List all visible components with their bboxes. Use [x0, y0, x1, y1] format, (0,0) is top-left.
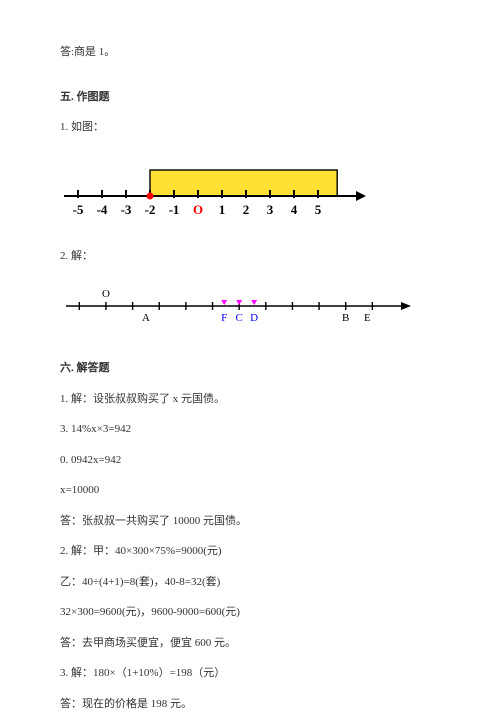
- q2-label: 2. 解：: [60, 248, 440, 265]
- svg-text:D: D: [250, 312, 258, 324]
- solution-line: 答：现在的价格是 198 元。: [60, 696, 440, 712]
- svg-text:2: 2: [243, 202, 250, 217]
- svg-text:5: 5: [315, 202, 322, 217]
- svg-text:B: B: [342, 312, 349, 324]
- solution-line: 答：去甲商场买便宜，便宜 600 元。: [60, 635, 440, 652]
- svg-text:3: 3: [267, 202, 274, 217]
- svg-text:-3: -3: [121, 202, 132, 217]
- q1-label: 1. 如图：: [60, 119, 440, 136]
- section5-title: 五. 作图题: [60, 89, 440, 106]
- numberline-1: -5 -4 -3 -2 -1 O 1 2 3 4 5: [60, 154, 370, 226]
- svg-text:E: E: [364, 312, 371, 324]
- svg-text:-5: -5: [73, 202, 84, 217]
- figure-2: O A FCD B E: [60, 282, 440, 332]
- solution-line: 0. 0942x=942: [60, 452, 440, 469]
- svg-text:-1: -1: [169, 202, 180, 217]
- svg-text:O: O: [102, 288, 110, 300]
- solution-line: 32×300=9600(元)，9600-9000=600(元): [60, 604, 440, 621]
- solution-line: 乙：40÷(4+1)=8(套)，40-8=32(套): [60, 574, 440, 591]
- svg-text:1: 1: [219, 202, 226, 217]
- svg-text:-4: -4: [97, 202, 108, 217]
- section6-title: 六. 解答题: [60, 360, 440, 377]
- numberline-2: O A FCD B E: [60, 282, 415, 332]
- solution-line: 2. 解：甲：40×300×75%=9000(元): [60, 543, 440, 560]
- solution-line: 3. 14%x×3=942: [60, 421, 440, 438]
- top-answer: 答:商是 1。: [60, 44, 440, 61]
- svg-text:F: F: [221, 312, 227, 324]
- figure-1: -5 -4 -3 -2 -1 O 1 2 3 4 5: [60, 154, 440, 226]
- svg-text:4: 4: [291, 202, 298, 217]
- solution-line: 1. 解：设张叔叔购买了 x 元国债。: [60, 391, 440, 408]
- solution-line: x=10000: [60, 482, 440, 499]
- svg-text:O: O: [193, 202, 203, 217]
- section6-body: 1. 解：设张叔叔购买了 x 元国债。 3. 14%x×3=942 0. 0942x…: [60, 391, 440, 712]
- solution-line: 答：张叔叔一共购买了 10000 元国债。: [60, 513, 440, 530]
- svg-text:C: C: [235, 312, 242, 324]
- svg-text:-2: -2: [145, 202, 156, 217]
- solution-line: 3. 解：180×（1+10%）=198（元）: [60, 665, 440, 682]
- svg-text:A: A: [142, 312, 150, 324]
